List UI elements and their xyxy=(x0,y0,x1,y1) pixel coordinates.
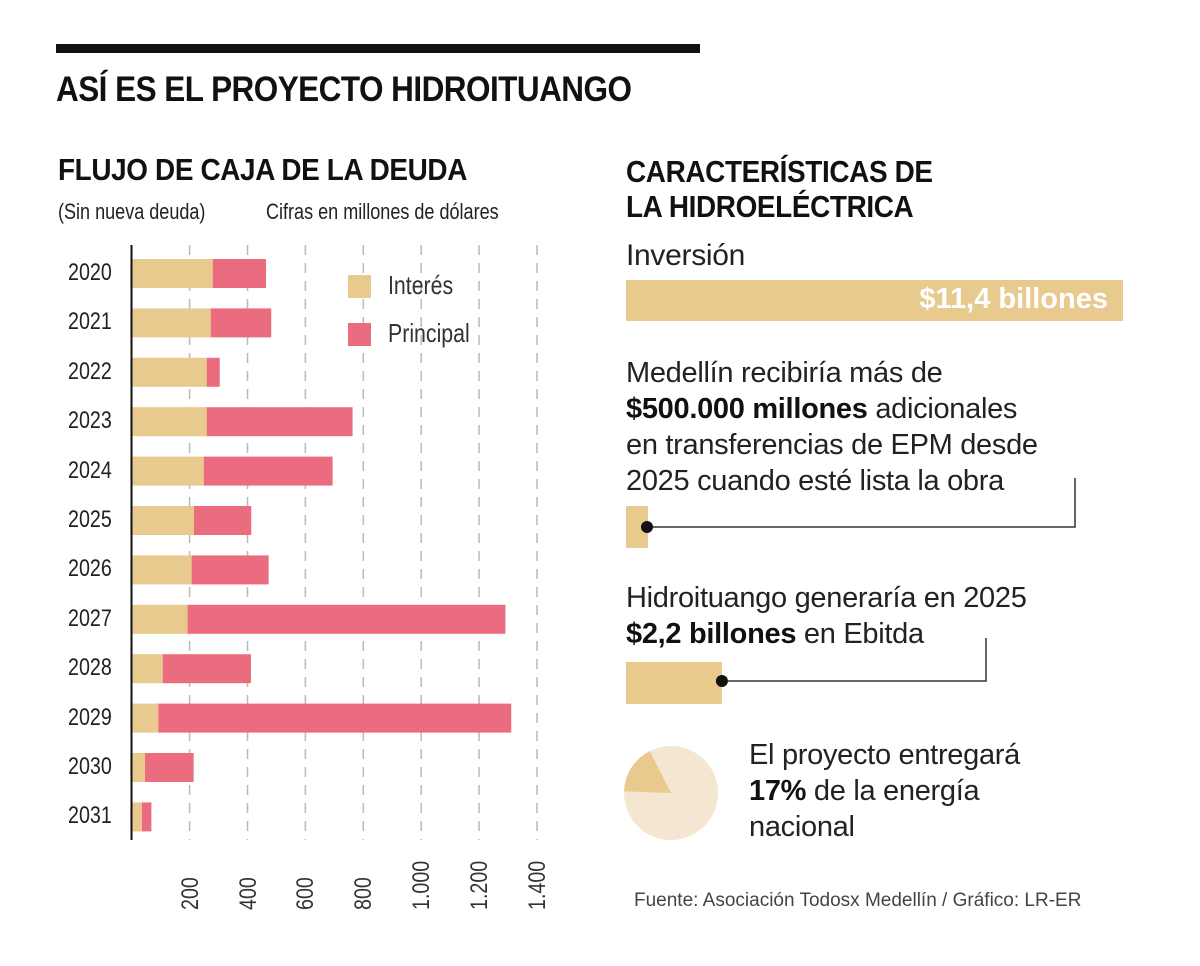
bar-2023-interes xyxy=(131,407,207,437)
energy-text-line1: El proyecto entregará xyxy=(749,739,1020,771)
bar-2026-principal xyxy=(191,555,269,585)
bar-2030-principal xyxy=(145,753,194,782)
ebitda-amount: $2,2 billones xyxy=(626,618,797,650)
chart-subtitle-debt: (Sin nueva deuda) xyxy=(58,199,206,224)
ebitda-text-line2-rest: en Ebitda xyxy=(796,618,924,650)
legend-label-interes: Interés xyxy=(388,270,454,300)
y-label-2023: 2023 xyxy=(68,407,112,435)
bar-2025-principal xyxy=(193,506,252,535)
energy-percent: 17% xyxy=(749,775,807,807)
energy-text-line3: nacional xyxy=(749,811,855,843)
energy-pie-slice xyxy=(624,751,671,793)
bar-2029-interes xyxy=(131,703,159,733)
legend-swatch-interes xyxy=(348,275,371,298)
bar-2024-principal xyxy=(203,456,333,486)
y-label-2029: 2029 xyxy=(68,703,112,731)
medellin-dot xyxy=(641,521,653,533)
bar-2030-interes xyxy=(131,753,146,782)
bar-2026-interes xyxy=(131,555,192,585)
ebitda-dot xyxy=(715,675,728,687)
bar-2020-principal xyxy=(212,259,267,288)
bar-2021-interes xyxy=(131,308,211,338)
medellin-text-line2-rest: adicionales xyxy=(867,393,1018,425)
y-label-2028: 2028 xyxy=(68,654,112,682)
y-label-2027: 2027 xyxy=(68,604,112,632)
medellin-text-line2: $500.000 millones adicionales xyxy=(626,391,1017,427)
bar-2031-interes xyxy=(131,802,142,832)
bar-2022-interes xyxy=(131,357,207,387)
inversion-label: Inversión xyxy=(626,239,746,272)
chart-grid xyxy=(188,245,538,840)
energy-text-line2-rest: de la energía xyxy=(806,775,980,807)
bar-2021-principal xyxy=(210,308,272,338)
medellin-text-line3: en transferencias de EPM desde xyxy=(626,429,1038,461)
ebitda-bar xyxy=(626,662,722,704)
bar-2028-interes xyxy=(131,654,163,684)
header-rule xyxy=(56,44,700,53)
bar-2029-principal xyxy=(158,703,512,733)
bar-2020-interes xyxy=(131,259,213,288)
ebitda-text-line1: Hidroituango generaría en 2025 xyxy=(626,582,1027,614)
ebitda-connector-line xyxy=(721,638,987,682)
bar-2027-principal xyxy=(187,604,506,634)
features-title-line1: CARACTERÍSTICAS DE xyxy=(626,154,933,189)
y-label-2022: 2022 xyxy=(68,357,112,385)
legend-label-principal: Principal xyxy=(388,318,470,348)
bar-2031-principal xyxy=(141,802,152,832)
y-label-2030: 2030 xyxy=(68,753,112,780)
medellin-text-line1: Medellín recibiría más de xyxy=(626,357,943,389)
energy-text-line2: 17% de la energía xyxy=(749,773,980,809)
medellin-text-line4: 2025 cuando esté lista la obra xyxy=(626,465,1004,497)
inversion-value: $11,4 billones xyxy=(919,283,1108,315)
medellin-amount: $500.000 millones xyxy=(626,393,868,425)
bar-2023-principal xyxy=(206,407,353,437)
y-label-2025: 2025 xyxy=(68,506,112,533)
y-label-2020: 2020 xyxy=(68,259,112,286)
bar-2025-interes xyxy=(131,506,194,535)
bar-2022-principal xyxy=(206,357,220,387)
bar-2028-principal xyxy=(162,654,251,684)
features-title-line2: LA HIDROELÉCTRICA xyxy=(626,189,914,224)
medellin-bar xyxy=(626,506,648,548)
y-label-2031: 2031 xyxy=(68,802,112,830)
chart-subtitle-units: Cifras en millones de dólares xyxy=(266,199,499,224)
y-label-2026: 2026 xyxy=(68,555,112,583)
bar-2024-interes xyxy=(131,456,204,486)
medellin-connector-line xyxy=(647,478,1076,528)
y-label-2024: 2024 xyxy=(68,456,112,484)
chart-title: FLUJO DE CAJA DE LA DEUDA xyxy=(58,152,468,187)
legend-swatch-principal xyxy=(348,323,371,346)
ebitda-text-line2: $2,2 billones en Ebitda xyxy=(626,616,924,652)
y-label-2021: 2021 xyxy=(68,308,112,336)
bar-2027-interes xyxy=(131,604,188,634)
source-credit: Fuente: Asociación Todosx Medellín / Grá… xyxy=(634,890,1082,911)
inversion-bar xyxy=(626,280,1123,321)
page-title: ASÍ ES EL PROYECTO HIDROITUANGO xyxy=(56,70,632,109)
chart-bars xyxy=(131,259,512,832)
